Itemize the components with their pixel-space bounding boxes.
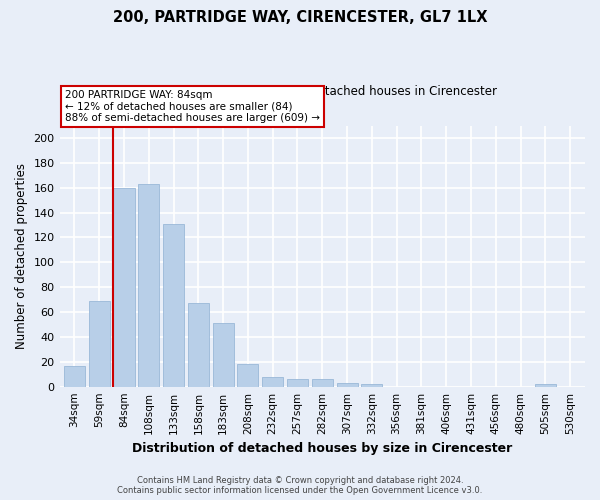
Bar (163, 224, 184, 386)
Title: Size of property relative to detached houses in Cirencester: Size of property relative to detached ho… (148, 85, 497, 98)
Bar (312, 379, 333, 386)
Bar (287, 379, 308, 386)
Text: 200, PARTRIDGE WAY, CIRENCESTER, GL7 1LX: 200, PARTRIDGE WAY, CIRENCESTER, GL7 1LX (113, 10, 487, 25)
Bar (238, 364, 259, 386)
Text: Contains HM Land Registry data © Crown copyright and database right 2024.
Contai: Contains HM Land Registry data © Crown c… (118, 476, 482, 495)
Bar (361, 384, 382, 386)
Bar (337, 383, 358, 386)
X-axis label: Distribution of detached houses by size in Cirencester: Distribution of detached houses by size … (132, 442, 512, 455)
Text: 200 PARTRIDGE WAY: 84sqm
← 12% of detached houses are smaller (84)
88% of semi-d: 200 PARTRIDGE WAY: 84sqm ← 12% of detach… (65, 90, 320, 123)
Bar (188, 304, 209, 386)
Bar (89, 301, 110, 386)
Y-axis label: Number of detached properties: Number of detached properties (15, 163, 28, 349)
Bar (535, 384, 556, 386)
Bar (138, 184, 160, 386)
Bar (64, 366, 85, 386)
Bar (113, 188, 134, 386)
Bar (212, 324, 233, 386)
Bar (262, 376, 283, 386)
